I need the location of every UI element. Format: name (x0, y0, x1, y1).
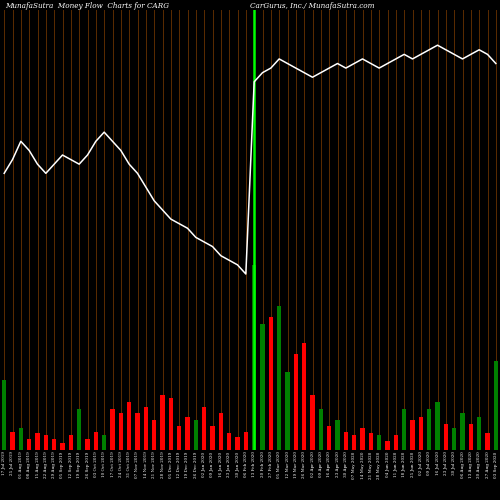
Bar (127, 402, 132, 450)
Bar (177, 426, 182, 450)
Bar (452, 428, 456, 450)
Bar (102, 435, 106, 450)
Bar (60, 442, 65, 450)
Bar (160, 394, 165, 450)
Bar (2, 380, 6, 450)
Bar (310, 394, 315, 450)
Bar (185, 416, 190, 450)
Bar (344, 432, 348, 450)
Bar (352, 435, 356, 450)
Bar (252, 265, 256, 450)
Bar (44, 435, 48, 450)
Text: CarGurus, Inc./ MunafaSutra.com: CarGurus, Inc./ MunafaSutra.com (250, 2, 374, 10)
Bar (168, 398, 173, 450)
Bar (444, 424, 448, 450)
Bar (144, 408, 148, 450)
Bar (410, 420, 415, 450)
Bar (377, 435, 382, 450)
Bar (194, 420, 198, 450)
Bar (360, 428, 365, 450)
Bar (435, 402, 440, 450)
Bar (468, 424, 473, 450)
Bar (244, 432, 248, 450)
Bar (110, 410, 115, 450)
Bar (385, 441, 390, 450)
Bar (94, 432, 98, 450)
Bar (294, 354, 298, 450)
Bar (18, 428, 23, 450)
Bar (418, 416, 423, 450)
Bar (118, 413, 123, 450)
Bar (427, 410, 432, 450)
Bar (85, 439, 90, 450)
Bar (485, 434, 490, 450)
Bar (152, 420, 156, 450)
Bar (318, 410, 323, 450)
Bar (68, 435, 73, 450)
Bar (394, 435, 398, 450)
Bar (268, 317, 273, 450)
Bar (302, 343, 306, 450)
Bar (235, 437, 240, 450)
Bar (210, 426, 215, 450)
Bar (218, 413, 223, 450)
Text: MunafaSutra  Money Flow  Charts for CARG: MunafaSutra Money Flow Charts for CARG (5, 2, 169, 10)
Bar (260, 324, 265, 450)
Bar (35, 434, 40, 450)
Bar (335, 420, 340, 450)
Bar (52, 439, 56, 450)
Bar (460, 413, 465, 450)
Bar (477, 416, 482, 450)
Bar (368, 434, 373, 450)
Bar (494, 362, 498, 450)
Bar (77, 410, 82, 450)
Bar (10, 432, 15, 450)
Bar (402, 410, 406, 450)
Bar (27, 439, 32, 450)
Bar (327, 426, 332, 450)
Bar (285, 372, 290, 450)
Bar (135, 413, 140, 450)
Bar (277, 306, 281, 450)
Bar (227, 434, 232, 450)
Bar (202, 408, 206, 450)
